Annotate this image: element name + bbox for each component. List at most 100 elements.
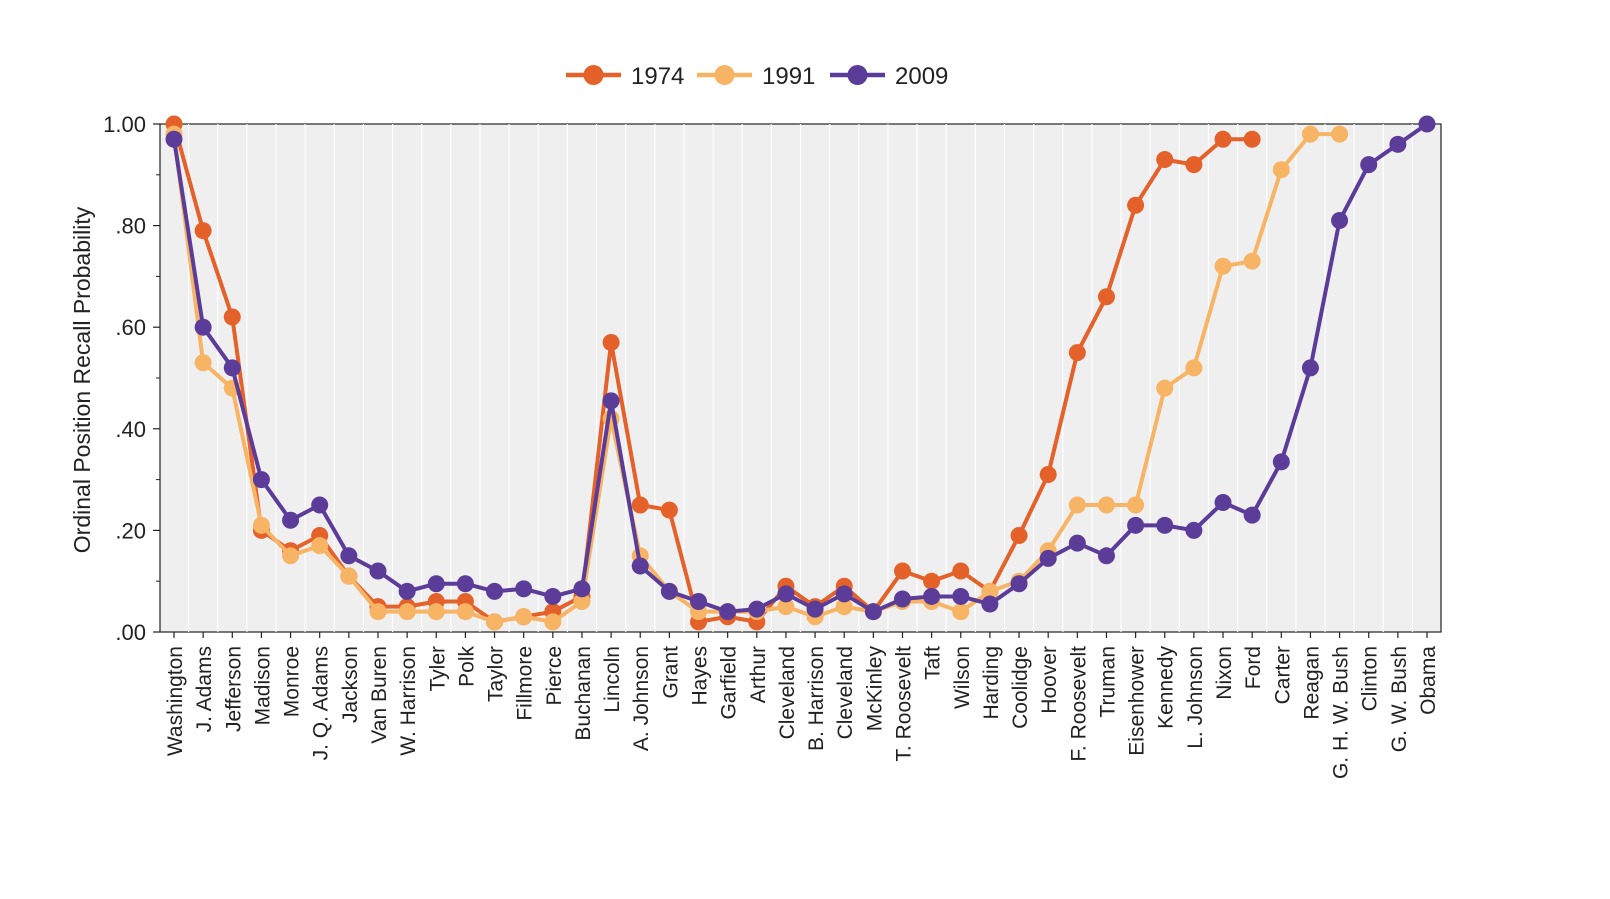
data-point (1214, 130, 1232, 148)
data-point (515, 580, 533, 598)
x-tick-label: G. H. W. Bush (1330, 646, 1353, 779)
x-tick-label: Grant (659, 646, 682, 699)
data-point (777, 598, 795, 616)
data-point (893, 562, 911, 580)
data-point (1214, 257, 1232, 275)
x-tick-label: Cleveland (776, 646, 799, 739)
data-point (398, 603, 416, 621)
data-point (1243, 130, 1261, 148)
data-point (1068, 344, 1086, 362)
data-point (981, 582, 999, 600)
data-point (573, 593, 591, 611)
x-tick-label: Clinton (1359, 646, 1382, 711)
data-point (1301, 359, 1319, 377)
x-tick-label: Truman (1096, 646, 1119, 718)
data-point (369, 562, 387, 580)
data-point (252, 516, 270, 534)
data-point (282, 547, 300, 565)
x-tick-label: Madison (251, 646, 274, 725)
data-point (223, 308, 241, 326)
data-point (602, 333, 620, 351)
data-point (1010, 526, 1028, 544)
data-point (1272, 161, 1290, 179)
data-point (835, 585, 853, 603)
x-tick-label: Jackson (339, 646, 362, 723)
x-tick-label: Pierce (543, 646, 566, 706)
x-tick-label: Tyler (426, 646, 449, 692)
legend-label: 2009 (895, 63, 948, 90)
data-point (835, 598, 853, 616)
data-point (660, 582, 678, 600)
x-tick-label: F. Roosevelt (1067, 646, 1090, 762)
x-tick-label: Garfield (718, 646, 741, 720)
data-point (864, 603, 882, 621)
x-tick-label: B. Harrison (805, 646, 828, 751)
legend: 1974 1991 2009 (566, 63, 948, 90)
data-point (544, 613, 562, 631)
data-point (1127, 496, 1145, 514)
data-point (777, 585, 795, 603)
legend-item: 1974 (566, 63, 684, 90)
gridlines (187, 124, 1414, 632)
data-point (1010, 575, 1028, 593)
data-point (427, 575, 445, 593)
data-point (1185, 521, 1203, 539)
x-tick-label: Polk (455, 646, 478, 687)
data-point (748, 600, 766, 618)
data-point (660, 501, 678, 519)
data-point (252, 471, 270, 489)
x-tick-label: W. Harrison (397, 646, 420, 756)
data-point (1389, 135, 1407, 153)
legend-item: 1991 (697, 63, 815, 90)
data-point (690, 593, 708, 611)
series-layer (165, 115, 1436, 631)
x-tick-label: Hoover (1038, 646, 1061, 714)
data-point (1360, 156, 1378, 174)
y-axis-label: Ordinal Position Recall Probability (69, 206, 95, 553)
data-point (981, 595, 999, 613)
y-tick-label: .00 (115, 620, 146, 645)
data-point (1272, 453, 1290, 471)
data-point (311, 537, 329, 555)
data-point (1039, 549, 1057, 567)
data-point (952, 562, 970, 580)
data-point (1127, 516, 1145, 534)
legend-item: 2009 (830, 63, 948, 90)
data-point (1097, 288, 1115, 306)
series-2009 (165, 115, 1436, 621)
x-tick-label: L. Johnson (1184, 646, 1207, 749)
x-tick-label: Taylor (485, 646, 508, 702)
data-point (1156, 379, 1174, 397)
data-point (544, 587, 562, 605)
data-point (340, 547, 358, 565)
y-axis: .00 .20 .40 .60 .80 1.00 (103, 112, 160, 645)
legend-label: 1991 (762, 63, 815, 90)
x-tick-label: Jefferson (222, 646, 245, 732)
x-tick-label: Cleveland (834, 646, 857, 739)
data-point (573, 580, 591, 598)
x-tick-label: Obama (1417, 646, 1440, 715)
data-point (194, 354, 212, 372)
x-tick-label: Washington (164, 646, 187, 756)
data-point (602, 392, 620, 410)
legend-marker (714, 65, 735, 85)
data-point (1068, 496, 1086, 514)
legend-marker (847, 65, 868, 85)
data-point (923, 572, 941, 590)
data-point (1185, 156, 1203, 174)
data-point (311, 496, 329, 514)
data-point (398, 582, 416, 600)
data-point (194, 318, 212, 336)
x-tick-label: Monroe (281, 646, 304, 717)
data-point (456, 575, 474, 593)
x-tick-label: Harding (980, 646, 1003, 720)
data-point (282, 511, 300, 529)
data-point (165, 130, 183, 148)
y-tick-label: .40 (115, 417, 146, 442)
data-point (893, 590, 911, 608)
data-point (1418, 115, 1436, 133)
data-point (1331, 212, 1349, 230)
data-point (427, 603, 445, 621)
data-point (952, 603, 970, 621)
data-point (952, 587, 970, 605)
